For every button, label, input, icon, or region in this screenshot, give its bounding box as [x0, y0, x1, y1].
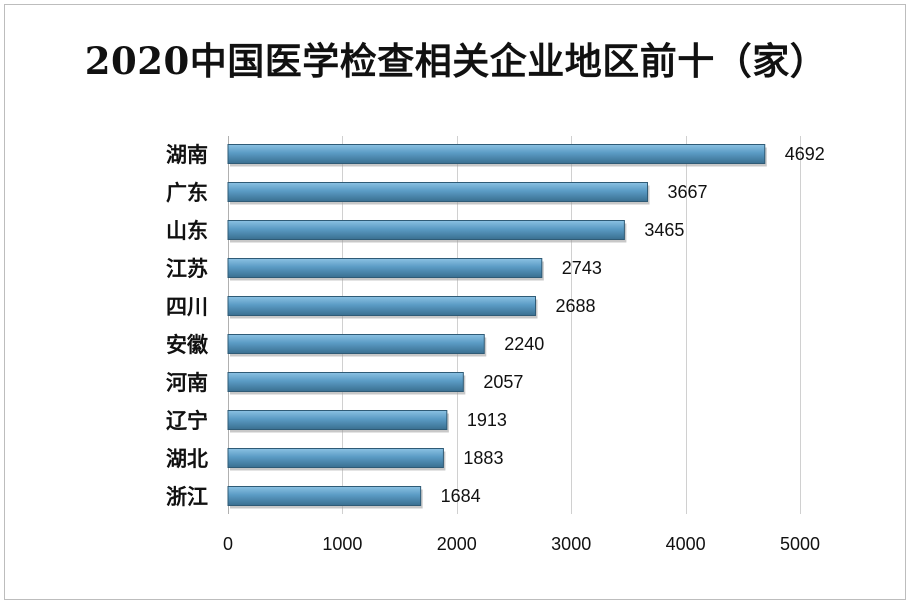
labels: 湖南 4692 广东 3667 山东 3465 江苏 2743 四川 2688 安徽 2240 河南 20… [166, 143, 825, 509]
value-label: 1883 [463, 448, 503, 468]
bar [227, 258, 543, 278]
category-label: 山东 [166, 219, 208, 243]
value-label: 2057 [483, 372, 523, 392]
category-label: 江苏 [166, 257, 208, 281]
bar [227, 334, 485, 354]
bar [227, 220, 625, 240]
x-tick-label: 3000 [551, 534, 591, 554]
value-label: 1913 [467, 410, 507, 430]
category-label: 浙江 [166, 485, 208, 509]
x-tick-label: 0 [223, 534, 233, 554]
bar [227, 296, 537, 316]
bar [227, 410, 448, 430]
x-tick-label: 1000 [322, 534, 362, 554]
x-tick-label: 4000 [666, 534, 706, 554]
value-label: 2240 [504, 334, 544, 354]
category-label: 四川 [166, 295, 208, 319]
category-label: 安徽 [166, 333, 209, 357]
value-label: 2743 [562, 258, 602, 278]
value-label: 1684 [441, 486, 481, 506]
x-tick-label: 5000 [780, 534, 820, 554]
chart-title: 2020中国医学检查相关企业地区前十（家） [84, 39, 828, 83]
value-label: 3465 [644, 220, 684, 240]
category-label: 辽宁 [166, 409, 208, 433]
value-label: 3667 [668, 182, 708, 202]
category-label: 河南 [166, 371, 208, 395]
value-label: 4692 [785, 144, 825, 164]
bar [227, 448, 444, 468]
value-label: 2688 [556, 296, 596, 316]
category-label: 广东 [166, 181, 208, 205]
category-label: 湖南 [166, 143, 208, 167]
bar [227, 144, 766, 164]
bar [227, 182, 649, 202]
bars [227, 144, 767, 509]
bar [227, 372, 464, 392]
bar [227, 486, 422, 506]
x-tick-label: 2000 [437, 534, 477, 554]
x-axis-ticks: 0 1000 2000 3000 4000 5000 [223, 534, 820, 554]
category-label: 湖北 [166, 447, 208, 471]
